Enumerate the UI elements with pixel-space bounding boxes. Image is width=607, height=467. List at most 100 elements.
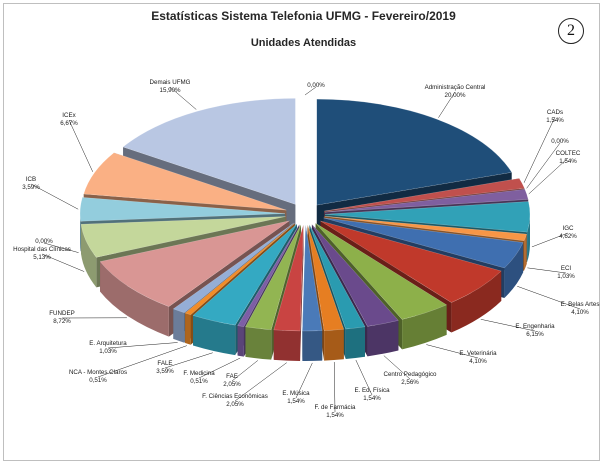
slice-label-fae: FAE 2,05% <box>223 373 241 388</box>
leader-line <box>438 91 456 118</box>
pie-slice-top <box>99 220 290 307</box>
pie-slice-side <box>185 313 191 345</box>
pie-slice-side <box>527 214 530 263</box>
leader-line <box>528 157 569 195</box>
slice-label-centro-pedagogico: Centro Pedagógico 2,56% <box>384 371 438 386</box>
pie-slice-top <box>245 224 302 330</box>
pie-slice-top <box>80 216 286 258</box>
leader-line <box>531 232 569 248</box>
pie-slice-top <box>172 222 294 314</box>
slice-label-hospital-das-clinicas: Hospital das Clínicas 5,13% <box>13 246 71 261</box>
pie-slice-side <box>193 315 236 356</box>
leader-line <box>169 86 197 110</box>
pie-slice-top <box>324 178 525 212</box>
pie-slice-side <box>81 224 97 288</box>
slice-label-nca-montes-claros: NCA - Montes Claros 0,51% <box>69 369 127 384</box>
chart-frame <box>3 3 600 461</box>
slice-label-unnamed: 0,00% <box>307 82 325 89</box>
pie-slice-top <box>320 220 502 303</box>
slice-label-e-ed-fisica: E. Ed. Física 1,54% <box>354 387 390 402</box>
leader-line <box>527 267 567 274</box>
leader-line <box>164 352 213 369</box>
slice-label-unnamed: 0,00% <box>551 138 569 145</box>
slice-label-demais-ufmg: Demais UFMG 15,90% <box>150 79 191 94</box>
pie-slice-top <box>79 197 286 222</box>
leader-line <box>107 342 178 349</box>
leader-line <box>68 119 93 172</box>
pie-slice-top <box>315 223 448 320</box>
slice-label-f-de-farmacia: F. de Farmácia 1,54% <box>315 404 356 419</box>
slice-label-fale: FALE 3,59% <box>156 360 174 375</box>
pie-slice-top <box>83 152 287 211</box>
pie-slice-top <box>184 223 295 316</box>
pie-slice-top <box>316 98 513 206</box>
leader-line <box>304 86 317 96</box>
pie-slice-top <box>192 223 298 326</box>
slice-label-e-belas-artes: E. Belas Artes 4,10% <box>561 301 600 316</box>
pie-slice-side <box>345 326 365 360</box>
pie-slice-f-ciencias-economicas <box>273 224 304 361</box>
leader-line <box>30 183 79 210</box>
pie-slice-top <box>273 224 304 332</box>
slice-label-administracao-central: Administração Central 20,00% <box>425 84 486 99</box>
slice-label-e-arquitetura: E. Arquitetura 1,03% <box>89 340 127 355</box>
slice-label-cads: CADs 1,54% <box>546 109 564 124</box>
page-number-badge: 2 <box>558 18 584 44</box>
pie-slice-side <box>451 271 502 333</box>
leader-line <box>426 344 479 359</box>
pie-slice-top <box>302 224 323 332</box>
pie-slice-side <box>245 326 272 360</box>
slice-label-f-medicina: F. Medicina 0,51% <box>183 370 215 385</box>
leader-line <box>355 359 373 396</box>
slice-label-icex: ICEx 6,67% <box>60 112 78 127</box>
slice-label-igc: IGC 4,62% <box>559 225 577 240</box>
leader-line <box>43 242 79 253</box>
pie-slice-top <box>324 189 529 213</box>
pie-slice-wall <box>300 224 304 361</box>
leader-line <box>523 116 556 183</box>
pie-slice-top <box>237 224 300 327</box>
leader-line <box>333 362 336 413</box>
pie-slice-side <box>80 213 81 252</box>
leader-line <box>198 357 241 379</box>
pie-slice-side <box>100 261 169 337</box>
pie-slice-side <box>367 320 399 357</box>
leader-line <box>480 319 536 332</box>
pie-slice-side <box>402 304 447 350</box>
pie-slice-side <box>523 234 527 271</box>
pie-slice-side <box>237 325 244 357</box>
leader-line <box>234 362 287 402</box>
leader-line <box>97 345 187 378</box>
leader-line <box>517 286 581 310</box>
leader-line <box>526 142 561 189</box>
pie-slice-side <box>273 329 301 361</box>
slice-label-f-ciencias-economicas: F. Ciências Econômicas 2,05% <box>202 393 268 408</box>
pie-slice-top <box>311 224 399 327</box>
pie-slice-side <box>324 329 344 361</box>
leader-line <box>295 362 313 399</box>
pie-slice-side <box>302 330 323 361</box>
pie-slice-top <box>309 224 366 330</box>
slice-label-e-veterinaria: E. Veterinária 4,10% <box>459 350 497 365</box>
chart-subtitle: Unidades Atendidas <box>250 37 357 49</box>
chart-title: Estatísticas Sistema Telefonia UFMG - Fe… <box>151 9 456 23</box>
pie-slice-top <box>324 215 527 242</box>
pie-slice-side <box>504 242 524 298</box>
slice-label-eci: ECI 1,03% <box>557 265 575 280</box>
leader-line <box>41 253 85 272</box>
slice-label-unnamed: 0,00% <box>35 238 53 245</box>
slice-label-icb: ICB 3,59% <box>22 176 40 191</box>
pie-slice-top <box>323 217 524 269</box>
leader-line <box>231 360 259 382</box>
pie-slice-top <box>324 201 531 233</box>
slice-label-e-engenharia: E. Engenharia 6,15% <box>515 323 555 338</box>
pie-slice-e-musica <box>302 224 323 361</box>
leader-line <box>383 355 411 380</box>
pie-slice-top <box>122 98 296 205</box>
slice-label-e-musica: E. Música 1,54% <box>282 390 310 405</box>
slice-label-fundep: FUNDEP 8,72% <box>49 310 74 325</box>
pie-slice-side <box>173 308 185 343</box>
slice-label-coltec: COLTEC 1,54% <box>556 150 581 165</box>
